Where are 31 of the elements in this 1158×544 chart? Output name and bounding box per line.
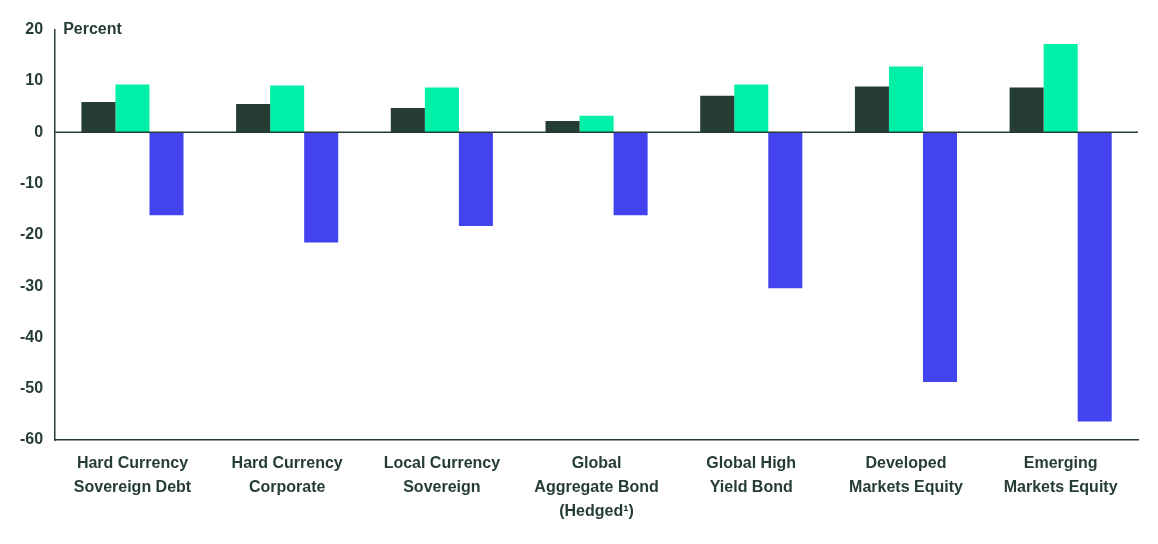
bar: [149, 132, 184, 216]
y-tick-label: -40: [20, 327, 44, 345]
x-tick-label: Global High Yield Bond: [706, 454, 797, 496]
bar: [734, 84, 769, 133]
y-tick-label: -60: [20, 430, 44, 448]
x-tick-label: Local Currency Sovereign: [383, 454, 501, 496]
bar: [458, 132, 493, 227]
x-tick-label: Hard Currency Corporate: [231, 454, 343, 496]
y-tick-label: -50: [20, 379, 44, 397]
bar: [888, 66, 923, 133]
y-tick-label: 20: [25, 20, 44, 38]
y-tick-label: -20: [20, 225, 44, 243]
y-axis-title: Percent: [63, 20, 123, 38]
bar: [768, 132, 803, 289]
x-tick-label: Global Aggregate Bond (Hedged¹): [534, 454, 659, 520]
y-tick-label: -10: [20, 173, 44, 191]
x-tick-label: Emerging Markets Equity: [1003, 454, 1118, 496]
bar: [424, 87, 459, 133]
y-tick-label: 0: [34, 122, 44, 140]
bar: [1043, 43, 1078, 133]
y-tick-label: 10: [25, 71, 44, 89]
bar: [922, 132, 958, 383]
x-tick-label: Developed Markets Equity: [849, 454, 963, 496]
y-tick-label: -30: [20, 276, 44, 294]
bar: [579, 115, 614, 133]
bar: [304, 132, 339, 243]
bar: [1077, 132, 1112, 422]
bar: [270, 85, 305, 133]
bar: [115, 84, 150, 133]
x-tick-label: Hard Currency Sovereign Debt: [73, 454, 192, 496]
bar: [613, 132, 648, 216]
